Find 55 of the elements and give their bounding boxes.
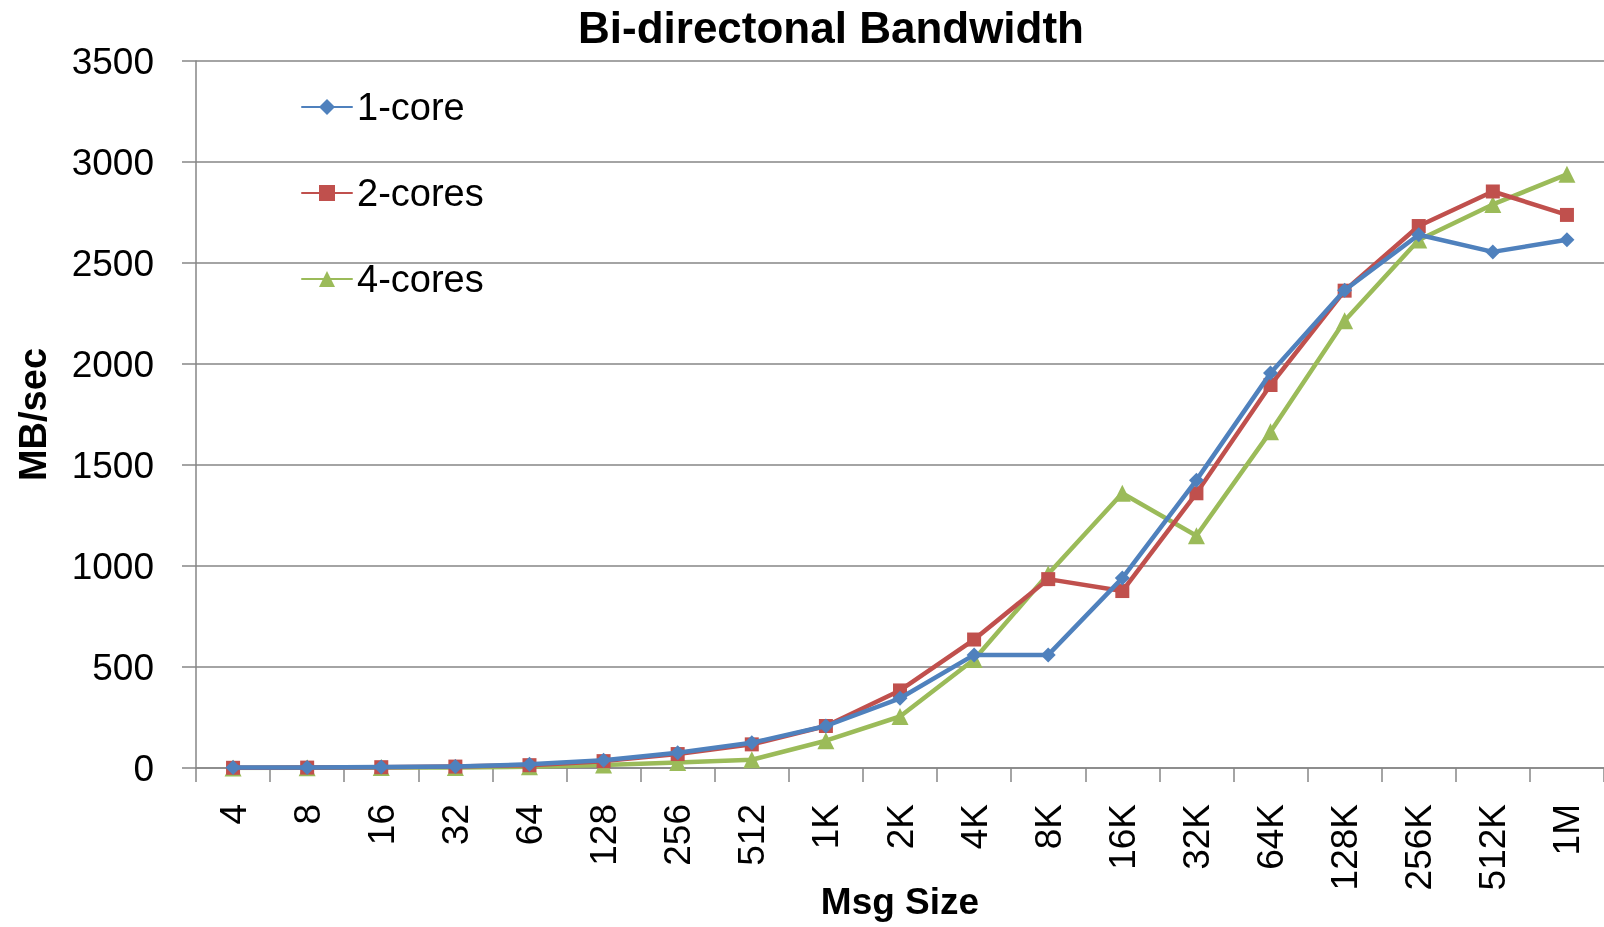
x-tick-label: 256K <box>1398 803 1440 891</box>
y-tick-label: 500 <box>92 646 154 688</box>
x-tick-label: 32 <box>434 804 476 846</box>
x-tick-label: 2K <box>879 803 921 850</box>
x-tick-label: 64 <box>508 804 550 846</box>
point <box>1262 423 1280 441</box>
y-tick-label: 3000 <box>71 141 154 183</box>
point <box>1187 527 1205 545</box>
point <box>1263 365 1279 381</box>
y-tick-label: 0 <box>133 747 154 789</box>
point <box>1040 647 1056 663</box>
x-tick-label: 4K <box>953 803 995 850</box>
point <box>817 732 835 750</box>
x-tick-label: 16K <box>1101 803 1143 870</box>
legend-label: 4-cores <box>357 258 484 300</box>
x-tick-label: 16 <box>360 804 402 846</box>
chart-title: Bi-directonal Bandwidth <box>578 2 1084 52</box>
legend-label: 1-core <box>357 86 465 128</box>
point <box>1559 207 1574 222</box>
y-tick-label: 1500 <box>71 444 154 486</box>
legend-label: 2-cores <box>357 172 484 214</box>
x-tick-label: 512K <box>1472 803 1514 891</box>
point <box>1411 227 1427 243</box>
x-axis-title: Msg Size <box>820 881 980 922</box>
x-tick-label: 128K <box>1324 803 1366 891</box>
y-tick-label: 2500 <box>71 242 154 284</box>
point <box>1485 184 1500 199</box>
x-tick-label: 4 <box>212 804 254 825</box>
x-tick-label: 8 <box>286 804 328 825</box>
x-tick-label: 512 <box>731 804 773 866</box>
point <box>1115 584 1130 599</box>
point <box>1559 232 1575 248</box>
y-tick-label: 3500 <box>71 40 154 82</box>
y-tick-label: 2000 <box>71 343 154 385</box>
x-tick-label: 1K <box>805 803 847 850</box>
y-axis-title: MB/sec <box>12 347 54 482</box>
x-tick-label: 128 <box>583 804 625 866</box>
point <box>1114 570 1130 586</box>
point <box>1188 472 1204 488</box>
point <box>1041 572 1056 587</box>
point <box>1485 244 1501 260</box>
point <box>892 690 908 706</box>
x-tick-label: 64K <box>1250 803 1292 870</box>
point <box>891 707 909 725</box>
x-tick-label: 1M <box>1546 804 1588 856</box>
x-tick-label: 256 <box>657 804 699 866</box>
point <box>966 647 982 663</box>
x-tick-label: 8K <box>1027 803 1069 850</box>
point <box>1113 484 1131 502</box>
x-tick-label: 32K <box>1175 803 1217 870</box>
y-tick-label: 1000 <box>71 545 154 587</box>
point <box>1336 312 1354 330</box>
point <box>743 751 761 769</box>
point <box>967 632 982 647</box>
point <box>1558 165 1576 183</box>
